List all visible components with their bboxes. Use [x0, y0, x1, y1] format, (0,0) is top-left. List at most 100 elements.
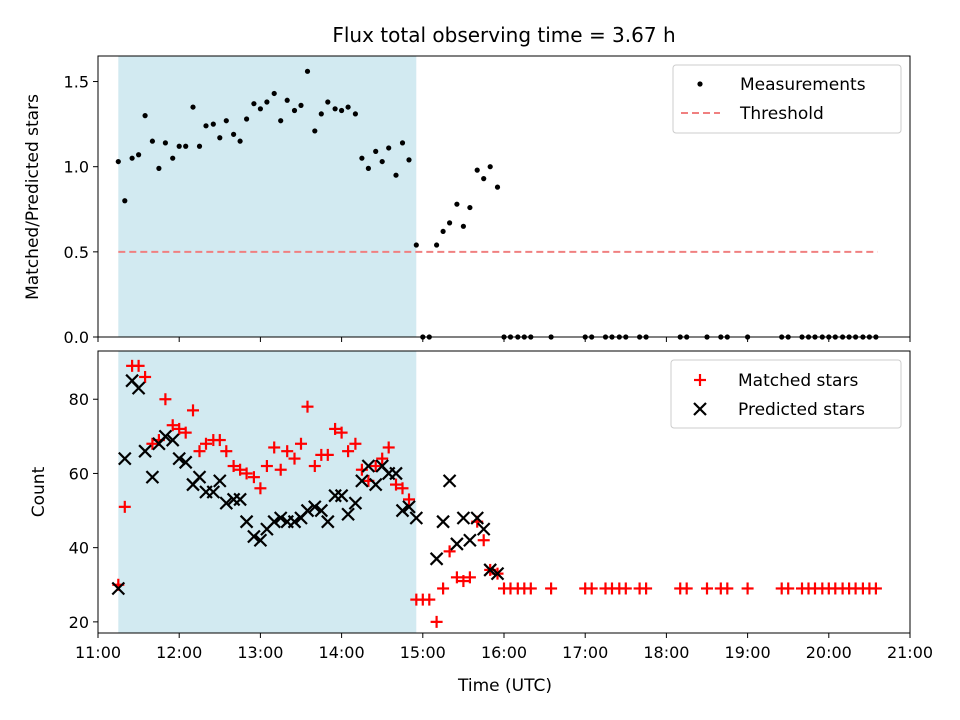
- predicted-star-point: [111, 581, 126, 596]
- predicted-star-point: [165, 433, 180, 447]
- matched-star-point: [463, 571, 476, 584]
- xtick-label: 17:00: [562, 643, 608, 662]
- bottom-legend-box: [670, 359, 902, 429]
- top-ytick-label: 1.0: [64, 158, 89, 177]
- matched-star-point: [288, 452, 301, 465]
- xtick-label: 14:00: [319, 643, 365, 662]
- predicted-star-point: [341, 507, 355, 522]
- matched-star-point: [342, 445, 355, 458]
- predicted-star-point: [253, 533, 268, 548]
- predicted-star-point: [273, 511, 288, 525]
- matched-star-point: [869, 582, 882, 595]
- bottom-ytick-label: 40: [69, 539, 89, 558]
- measurement-point: [494, 184, 501, 190]
- bottom-panel: 20 40 60 80 11:00 12:00 13:00 14:00 15:00 16:00 1…: [29, 350, 933, 696]
- matched-star-point: [139, 370, 152, 383]
- measurement-point: [176, 143, 182, 149]
- matched-star-point: [295, 437, 307, 450]
- matched-star-point: [423, 593, 436, 606]
- matched-star-point: [179, 426, 192, 439]
- measurement-point: [122, 198, 128, 204]
- predicted-star-point: [300, 503, 315, 518]
- predicted-star-point: [267, 514, 281, 529]
- matched-star-point: [173, 422, 186, 435]
- matched-star-point: [213, 434, 226, 447]
- measurement-point: [481, 176, 487, 182]
- legend-matched-label: Matched stars: [738, 371, 858, 391]
- predicted-star-point: [239, 514, 254, 529]
- measurement-point: [291, 107, 298, 114]
- matched-star-point: [301, 400, 314, 413]
- matched-star-point: [721, 582, 734, 595]
- measurement-point: [413, 242, 419, 248]
- predicted-star-point: [483, 563, 497, 577]
- bottom-ytick-label: 20: [69, 613, 89, 632]
- bottom-ytick-label: 60: [69, 464, 89, 483]
- xtick-label: 16:00: [481, 643, 527, 662]
- measurement-point: [312, 128, 318, 134]
- measurement-point: [203, 123, 209, 129]
- measurement-point: [325, 99, 331, 105]
- matched-star-point: [247, 471, 260, 484]
- matched-star-point: [457, 575, 470, 588]
- predicted-star-point: [442, 474, 457, 488]
- matched-star-point: [443, 545, 456, 558]
- legend-predicted-label: Predicted stars: [738, 400, 865, 420]
- predicted-star-point: [145, 470, 160, 484]
- matched-star-point: [430, 615, 443, 628]
- measurement-point: [446, 220, 453, 226]
- matched-star-point: [335, 426, 348, 439]
- matched-star-point: [281, 445, 294, 458]
- matched-star-point: [118, 500, 131, 513]
- predicted-star-point: [355, 474, 369, 488]
- measurement-point: [136, 152, 142, 158]
- predicted-star-point: [436, 514, 450, 529]
- predicted-star-point: [118, 451, 132, 466]
- top-chart-title: Flux total observing time = 3.67 h: [332, 23, 675, 47]
- measurement-point: [359, 155, 365, 161]
- matched-star-point: [585, 582, 598, 595]
- matched-star-point: [382, 441, 395, 454]
- predicted-star-point: [402, 500, 416, 514]
- predicted-star-point: [463, 533, 477, 548]
- matched-star-point: [308, 460, 321, 473]
- measurement-point: [434, 242, 440, 248]
- top-ytick-label: 0.5: [64, 243, 89, 262]
- measurement-point: [251, 101, 257, 107]
- measurement-point: [440, 228, 446, 235]
- measurement-point: [142, 113, 148, 119]
- matched-star-point: [199, 437, 212, 450]
- bottom-shaded-region: [118, 351, 417, 633]
- predicted-star-point: [287, 514, 302, 529]
- measurement-point: [332, 106, 338, 112]
- xtick-label: 21:00: [887, 643, 933, 662]
- measurement-point: [284, 97, 290, 103]
- matched-star-point: [369, 460, 382, 473]
- predicted-star-point: [490, 566, 505, 581]
- matched-star-point: [260, 460, 273, 473]
- predicted-star-point: [389, 466, 403, 481]
- matched-star-point: [227, 460, 240, 473]
- top-ytick-label: 0.0: [64, 328, 89, 347]
- matched-star-point: [240, 467, 253, 480]
- predicted-star-point: [233, 492, 247, 507]
- matched-star-point: [159, 393, 172, 406]
- measurement-point: [264, 99, 270, 105]
- predicted-star-point: [308, 500, 322, 514]
- measurement-point: [318, 111, 324, 117]
- matched-star-point: [166, 419, 179, 432]
- measurement-point: [149, 138, 156, 144]
- matched-star-point: [741, 582, 754, 595]
- predicted-star-point: [429, 552, 444, 566]
- top-legend: Measurements Threshold: [672, 64, 902, 134]
- bottom-legend: Matched stars Predicted stars: [670, 359, 902, 429]
- xtick-label: 11:00: [75, 643, 121, 662]
- matched-star-point: [619, 582, 632, 595]
- predicted-star-point: [178, 455, 193, 470]
- measurement-point: [460, 223, 466, 229]
- matched-star-point: [268, 441, 281, 454]
- top-y-axis-label: Matched/Predicted stars: [23, 94, 43, 300]
- predicted-star-point: [219, 496, 234, 510]
- matched-star-point: [349, 437, 362, 450]
